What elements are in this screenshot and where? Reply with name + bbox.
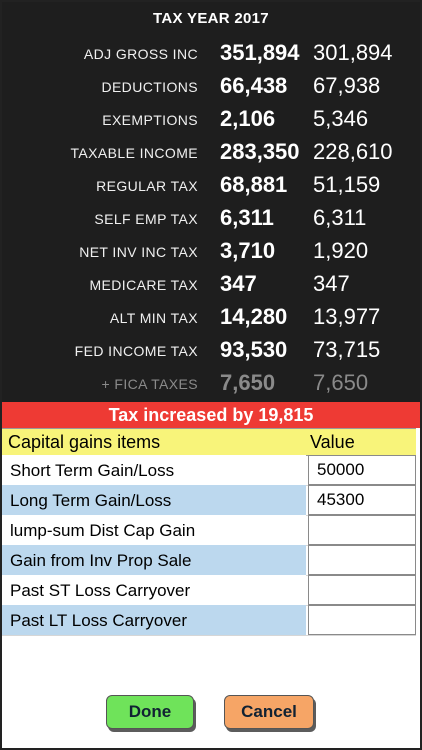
summary-row-net-inv-inc-tax: NET INV INC TAX 3,710 1,920 [2,236,420,269]
summary-row-fed-income-tax: FED INCOME TAX 93,530 73,715 [2,335,420,368]
row-label: Past LT Loss Carryover [10,611,187,630]
table-row-short-term-gain: Short Term Gain/Loss [2,455,416,486]
summary-new-value: 347 [220,271,257,296]
summary-row-self-emp-tax: SELF EMP TAX 6,311 6,311 [2,203,420,236]
summary-row-medicare-tax: MEDICARE TAX 347 347 [2,269,420,302]
row-label: Short Term Gain/Loss [10,461,175,480]
long-term-gain-input[interactable] [308,485,416,515]
summary-label: ADJ GROSS INC [83,46,198,62]
past-st-loss-input[interactable] [308,575,416,605]
table-row-past-st-loss: Past ST Loss Carryover [2,575,416,606]
summary-old-value: 13,977 [313,304,381,329]
summary-new-value: 2,106 [220,106,276,131]
row-label-cell: Gain from Inv Prop Sale [2,545,306,575]
summary-row-adj-gross-inc: ADJ GROSS INC 351,894 301,894 [2,38,420,71]
summary-new-value: 7,650 [220,370,276,395]
tax-year-title: TAX YEAR 2017 [153,10,269,27]
row-label: Long Term Gain/Loss [10,491,172,510]
summary-old-value: 228,610 [313,139,393,164]
row-label-cell: Long Term Gain/Loss [2,485,306,515]
summary-label: ALT MIN TAX [109,310,198,326]
row-label: Gain from Inv Prop Sale [10,551,192,570]
table-row-long-term-gain: Long Term Gain/Loss [2,485,416,516]
summary-new-value: 68,881 [220,172,288,197]
summary-row-regular-tax: REGULAR TAX 68,881 51,159 [2,170,420,203]
done-button[interactable]: Done [106,695,194,729]
summary-new-value: 6,311 [220,205,274,230]
summary-new-value: 66,438 [220,73,288,98]
header-item-label: Capital gains items [8,432,161,452]
summary-old-value: 5,346 [313,106,369,131]
row-label: Past ST Loss Carryover [10,581,191,600]
summary-old-value: 67,938 [313,73,381,98]
tax-summary-panel: TAX YEAR 2017 ADJ GROSS INC 351,894 301,… [2,2,420,402]
summary-row-alt-min-tax: ALT MIN TAX 14,280 13,977 [2,302,420,335]
summary-new-value: 93,530 [220,337,288,362]
lump-sum-dist-input[interactable] [308,515,416,545]
summary-label: FED INCOME TAX [74,343,198,359]
past-lt-loss-input[interactable] [308,605,416,635]
summary-row-deductions: DEDUCTIONS 66,438 67,938 [2,71,420,104]
capital-gains-header: Capital gains items Value [2,428,416,456]
summary-old-value: 73,715 [313,337,381,362]
row-label-cell: Past LT Loss Carryover [2,605,306,635]
short-term-gain-input[interactable] [308,455,416,485]
summary-row-fica-taxes: + FICA TAXES 7,650 7,650 [2,368,420,401]
summary-new-value: 351,894 [220,40,300,65]
summary-new-value: 3,710 [220,238,276,263]
summary-label: SELF EMP TAX [94,211,198,227]
cancel-button[interactable]: Cancel [224,695,314,729]
summary-label: TAXABLE INCOME [70,145,198,161]
summary-old-value: 51,159 [313,172,381,197]
summary-old-value: 7,650 [313,370,369,395]
row-label-cell: Past ST Loss Carryover [2,575,306,605]
summary-row-exemptions: EXEMPTIONS 2,106 5,346 [2,104,420,137]
summary-label: REGULAR TAX [96,178,198,194]
table-row-lump-sum-dist: lump-sum Dist Cap Gain [2,515,416,546]
summary-new-value: 14,280 [220,304,288,329]
header-value-label: Value [310,432,355,452]
summary-old-value: 301,894 [313,40,393,65]
summary-new-value: 283,350 [220,139,300,164]
tax-change-banner: Tax increased by 19,815 [2,402,420,428]
summary-old-value: 347 [313,271,350,296]
row-label: lump-sum Dist Cap Gain [10,521,196,540]
summary-row-taxable-income: TAXABLE INCOME 283,350 228,610 [2,137,420,170]
table-row-inv-prop-sale: Gain from Inv Prop Sale [2,545,416,576]
table-row-past-lt-loss: Past LT Loss Carryover [2,605,416,636]
inv-prop-sale-input[interactable] [308,545,416,575]
row-label-cell: Short Term Gain/Loss [2,455,306,485]
summary-old-value: 6,311 [313,205,367,230]
summary-label: DEDUCTIONS [101,79,198,95]
summary-label: NET INV INC TAX [79,244,198,260]
summary-label: EXEMPTIONS [102,112,198,128]
summary-old-value: 1,920 [313,238,369,263]
summary-label: + FICA TAXES [101,376,198,392]
summary-label: MEDICARE TAX [89,277,198,293]
row-label-cell: lump-sum Dist Cap Gain [2,515,306,545]
